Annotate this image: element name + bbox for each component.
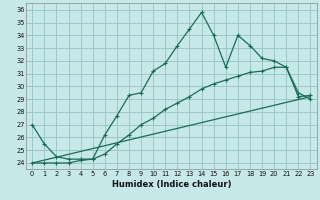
X-axis label: Humidex (Indice chaleur): Humidex (Indice chaleur) — [112, 180, 231, 189]
